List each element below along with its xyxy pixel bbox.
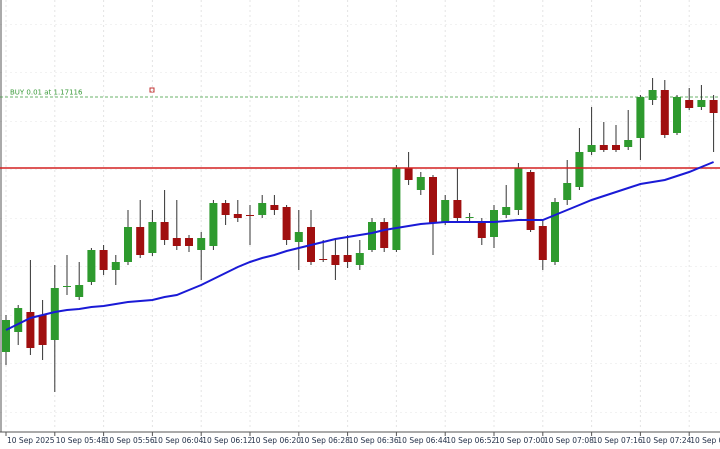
candle-body bbox=[160, 222, 169, 240]
candle-body bbox=[270, 205, 279, 210]
candle-body bbox=[294, 232, 303, 242]
candle-body bbox=[416, 177, 425, 190]
x-tick-label: 10 Sep 2025 bbox=[7, 436, 55, 445]
x-tick-label: 10 Sep 05:48 bbox=[56, 436, 106, 445]
candle-body bbox=[563, 183, 572, 200]
candle-body bbox=[514, 168, 523, 210]
candle-body bbox=[551, 202, 559, 262]
x-tick-label: 10 Sep 06:36 bbox=[349, 436, 399, 445]
candle-body bbox=[697, 100, 706, 107]
candle-body bbox=[355, 253, 364, 265]
x-tick-label: 10 Sep 06:44 bbox=[397, 436, 447, 445]
candle-body bbox=[343, 255, 352, 262]
candle-body bbox=[380, 222, 389, 248]
candle-body bbox=[50, 288, 59, 340]
candle-body bbox=[172, 238, 181, 246]
candle-body bbox=[221, 203, 230, 215]
x-tick-label: 10 Sep 06:52 bbox=[446, 436, 496, 445]
candle-body bbox=[282, 207, 291, 240]
candle-body bbox=[404, 168, 413, 180]
candle-body bbox=[14, 308, 23, 332]
candle-body bbox=[2, 320, 10, 352]
candle-body bbox=[477, 222, 486, 238]
candle-body bbox=[502, 207, 511, 215]
candle-body bbox=[209, 203, 218, 246]
candle-body bbox=[87, 250, 96, 282]
x-tick-label: 10 Sep 06:20 bbox=[251, 436, 301, 445]
candle-body bbox=[624, 140, 633, 147]
candle-body bbox=[587, 145, 596, 152]
candle-body bbox=[490, 210, 498, 237]
x-tick-label: 10 Sep 07:16 bbox=[593, 436, 643, 445]
candle-body bbox=[197, 238, 206, 250]
candle-body bbox=[26, 312, 35, 348]
candle-body bbox=[392, 168, 401, 250]
candle-body bbox=[465, 217, 474, 218]
trade-label: BUY 0.01 at 1.17116 bbox=[10, 89, 83, 97]
candle-body bbox=[709, 100, 718, 113]
candle-body bbox=[99, 250, 108, 270]
candle-body bbox=[526, 172, 535, 230]
candle-body bbox=[441, 200, 450, 222]
candle-body bbox=[453, 200, 462, 218]
candle-body bbox=[612, 145, 620, 150]
candle-body bbox=[648, 90, 657, 100]
candle-body bbox=[538, 226, 547, 260]
x-tick-label: 10 Sep 07:08 bbox=[544, 436, 594, 445]
candle-body bbox=[185, 238, 193, 246]
candle-body bbox=[368, 222, 376, 250]
candle-body bbox=[429, 177, 437, 223]
candle-body bbox=[331, 255, 340, 265]
candle-body bbox=[599, 145, 608, 150]
candle-body bbox=[636, 97, 645, 138]
candle-body bbox=[124, 227, 132, 262]
candle-body bbox=[673, 97, 681, 133]
x-tick-label: 10 Sep 07:32 bbox=[690, 436, 720, 445]
moving-average bbox=[5, 161, 714, 331]
candle-body bbox=[246, 215, 254, 216]
x-tick-label: 10 Sep 05:56 bbox=[105, 436, 155, 445]
candle-body bbox=[38, 315, 47, 345]
candle-body bbox=[233, 214, 242, 218]
candle-body bbox=[148, 222, 157, 253]
candle-body bbox=[111, 262, 120, 270]
grid-pattern bbox=[0, 0, 720, 430]
candle-body bbox=[685, 100, 694, 108]
x-tick-label: 10 Sep 06:12 bbox=[202, 436, 252, 445]
x-tick-label: 10 Sep 06:04 bbox=[153, 436, 203, 445]
candle-body bbox=[63, 286, 71, 287]
x-tick-label: 10 Sep 07:00 bbox=[495, 436, 545, 445]
x-tick-label: 10 Sep 07:24 bbox=[641, 436, 691, 445]
candle-body bbox=[258, 203, 267, 215]
candle-body bbox=[75, 285, 84, 297]
candle-body bbox=[319, 259, 328, 260]
candle-body bbox=[575, 152, 584, 187]
x-tick-label: 10 Sep 06:28 bbox=[300, 436, 350, 445]
candle-body bbox=[660, 90, 669, 135]
candle-body bbox=[136, 227, 145, 255]
